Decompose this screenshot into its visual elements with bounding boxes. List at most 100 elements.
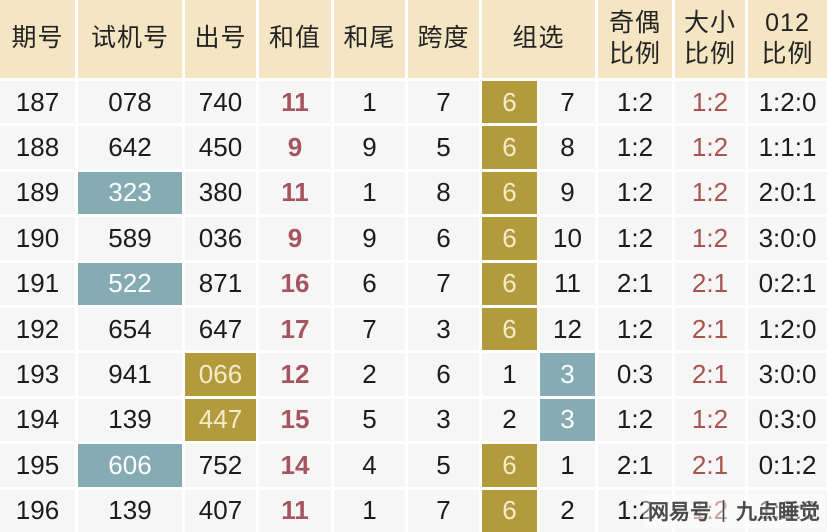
- cell-draw-number: 447: [185, 398, 256, 442]
- cell-span: 6: [408, 353, 479, 396]
- header-sum-tail-label: 和尾: [343, 24, 396, 53]
- cell-draw-number: 740: [185, 81, 256, 124]
- cell-012-ratio: 1:2:0: [748, 308, 827, 351]
- header-span: 跨度: [408, 0, 479, 78]
- header-012-ratio: 012 比例: [748, 0, 827, 78]
- cell-test-number: 078: [78, 81, 182, 124]
- cell-group-three: 7: [540, 81, 595, 124]
- cell-big-small-ratio: 1:2: [675, 171, 745, 215]
- cell-big-small-ratio: 1:2: [675, 126, 745, 169]
- header-odd-even-line1: 奇偶: [608, 8, 661, 37]
- cell-sum-tail: 2: [334, 353, 405, 396]
- header-group-select-label: 组选: [512, 24, 565, 53]
- watermark-divider: ｜: [713, 501, 734, 524]
- cell-test-number: 642: [78, 126, 182, 169]
- cell-group-six: 6: [482, 262, 537, 305]
- cell-group-six: 6: [482, 171, 537, 215]
- cell-odd-even-ratio: 1:2: [598, 126, 672, 169]
- header-group-select: 组选: [482, 0, 595, 78]
- header-sum-tail: 和尾: [334, 0, 405, 78]
- cell-012-ratio: 3:0:0: [748, 353, 827, 396]
- cell-span: 3: [408, 398, 479, 442]
- cell-odd-even-ratio: 1:2: [598, 217, 672, 260]
- cell-group-six: 6: [482, 217, 537, 260]
- cell-period: 191: [0, 262, 75, 305]
- cell-sum-value: 16: [259, 262, 331, 305]
- header-odd-even-line2: 比例: [608, 40, 661, 68]
- cell-sum-value: 9: [259, 126, 331, 169]
- cell-group-three: 12: [540, 308, 595, 351]
- cell-odd-even-ratio: 1:2: [598, 398, 672, 442]
- cell-sum-tail: 6: [334, 262, 405, 305]
- cell-odd-even-ratio: 1:2: [598, 489, 672, 532]
- cell-test-number: 522: [78, 262, 182, 305]
- cell-draw-number: 647: [185, 308, 256, 351]
- cell-012-ratio: 1:1:1: [748, 126, 827, 169]
- cell-group-six: 6: [482, 444, 537, 487]
- header-period-label: 期号: [11, 24, 64, 53]
- cell-group-three: 11: [540, 262, 595, 305]
- cell-sum-tail: 4: [334, 444, 405, 487]
- cell-012-ratio: 0:1:2: [748, 444, 827, 487]
- cell-group-three: 3: [540, 353, 595, 396]
- cell-draw-number: 752: [185, 444, 256, 487]
- cell-draw-number: 380: [185, 171, 256, 215]
- cell-sum-value: 15: [259, 398, 331, 442]
- cell-012-ratio: 3:0:0: [748, 217, 827, 260]
- cell-sum-tail: 9: [334, 217, 405, 260]
- header-012-line2: 比例: [761, 40, 814, 68]
- cell-draw-number: 871: [185, 262, 256, 305]
- cell-sum-value: 17: [259, 308, 331, 351]
- cell-period: 194: [0, 398, 75, 442]
- cell-test-number: 941: [78, 353, 182, 396]
- watermark-author: 九点睡觉: [736, 501, 820, 524]
- cell-odd-even-ratio: 2:1: [598, 262, 672, 305]
- cell-span: 7: [408, 81, 479, 124]
- cell-group-three: 1: [540, 444, 595, 487]
- cell-big-small-ratio: 1:2: [675, 489, 745, 532]
- cell-span: 3: [408, 308, 479, 351]
- cell-big-small-ratio: 2:1: [675, 353, 745, 396]
- header-012-line1: 012: [765, 8, 810, 37]
- header-test-number: 试机号: [78, 0, 182, 78]
- cell-sum-tail: 1: [334, 489, 405, 532]
- cell-012-ratio: 2:0:1: [748, 171, 827, 215]
- cell-sum-tail: 1: [334, 171, 405, 215]
- header-draw-number-label: 出号: [194, 24, 247, 53]
- cell-group-three: 9: [540, 171, 595, 215]
- cell-group-three: 3: [540, 398, 595, 442]
- cell-012-ratio: 1:2:0: [748, 81, 827, 124]
- cell-draw-number: 066: [185, 353, 256, 396]
- cell-big-small-ratio: 1:2: [675, 81, 745, 124]
- header-big-small-line2: 比例: [683, 40, 736, 68]
- cell-group-six: 2: [482, 398, 537, 442]
- cell-sum-value: 9: [259, 217, 331, 260]
- cell-span: 7: [408, 262, 479, 305]
- cell-period: 192: [0, 308, 75, 351]
- cell-big-small-ratio: 1:2: [675, 217, 745, 260]
- watermark-brand: 网易号: [648, 501, 711, 524]
- cell-group-six: 6: [482, 489, 537, 532]
- cell-group-six: 6: [482, 126, 537, 169]
- cell-group-three: 2: [540, 489, 595, 532]
- cell-odd-even-ratio: 1:2: [598, 81, 672, 124]
- cell-big-small-ratio: 2:1: [675, 308, 745, 351]
- watermark: 网易号 ｜ 九点睡觉: [643, 494, 825, 528]
- cell-test-number: 589: [78, 217, 182, 260]
- cell-period: 196: [0, 489, 75, 532]
- cell-group-three: 10: [540, 217, 595, 260]
- cell-test-number: 139: [78, 398, 182, 442]
- cell-draw-number: 450: [185, 126, 256, 169]
- cell-012-ratio: 0:2:1: [748, 262, 827, 305]
- cell-span: 5: [408, 444, 479, 487]
- cell-big-small-ratio: 2:1: [675, 444, 745, 487]
- header-odd-even-ratio: 奇偶 比例: [598, 0, 672, 78]
- cell-span: 7: [408, 489, 479, 532]
- cell-sum-tail: 5: [334, 398, 405, 442]
- cell-test-number: 323: [78, 171, 182, 215]
- cell-sum-value: 11: [259, 489, 331, 532]
- header-sum-label: 和值: [268, 24, 321, 53]
- cell-odd-even-ratio: 2:1: [598, 444, 672, 487]
- cell-period: 187: [0, 81, 75, 124]
- cell-draw-number: 036: [185, 217, 256, 260]
